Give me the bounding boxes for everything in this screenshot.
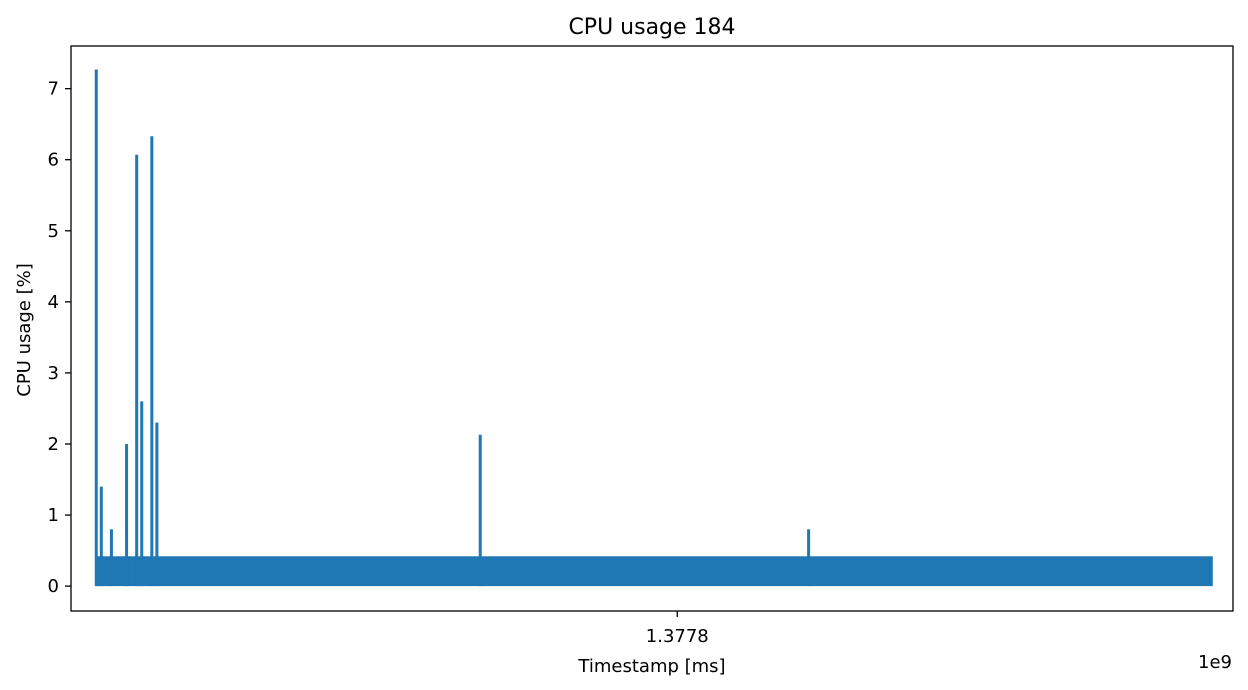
x-axis-label: Timestamp [ms] bbox=[577, 656, 725, 677]
y-axis-label: CPU usage [%] bbox=[14, 263, 35, 397]
chart-title: CPU usage 184 bbox=[568, 15, 735, 40]
y-tick-label: 7 bbox=[48, 79, 59, 100]
y-tick-label: 3 bbox=[48, 363, 59, 384]
y-tick-label: 2 bbox=[48, 434, 59, 455]
plot-marks bbox=[94, 69, 1213, 587]
y-tick-label: 5 bbox=[48, 221, 59, 242]
y-tick-label: 6 bbox=[48, 150, 59, 171]
y-tick-label: 4 bbox=[48, 292, 59, 313]
plot-frame bbox=[70, 45, 1234, 612]
series-baseline-band bbox=[96, 556, 1213, 587]
y-tick-label: 0 bbox=[48, 576, 59, 597]
x-axis-offset-label: 1e9 bbox=[1198, 652, 1232, 673]
x-tick-label: 1.3778 bbox=[646, 626, 709, 647]
y-tick-label: 1 bbox=[48, 505, 59, 526]
axes: 012345671.37781.37801.37821.37841.37861.… bbox=[48, 45, 1234, 647]
